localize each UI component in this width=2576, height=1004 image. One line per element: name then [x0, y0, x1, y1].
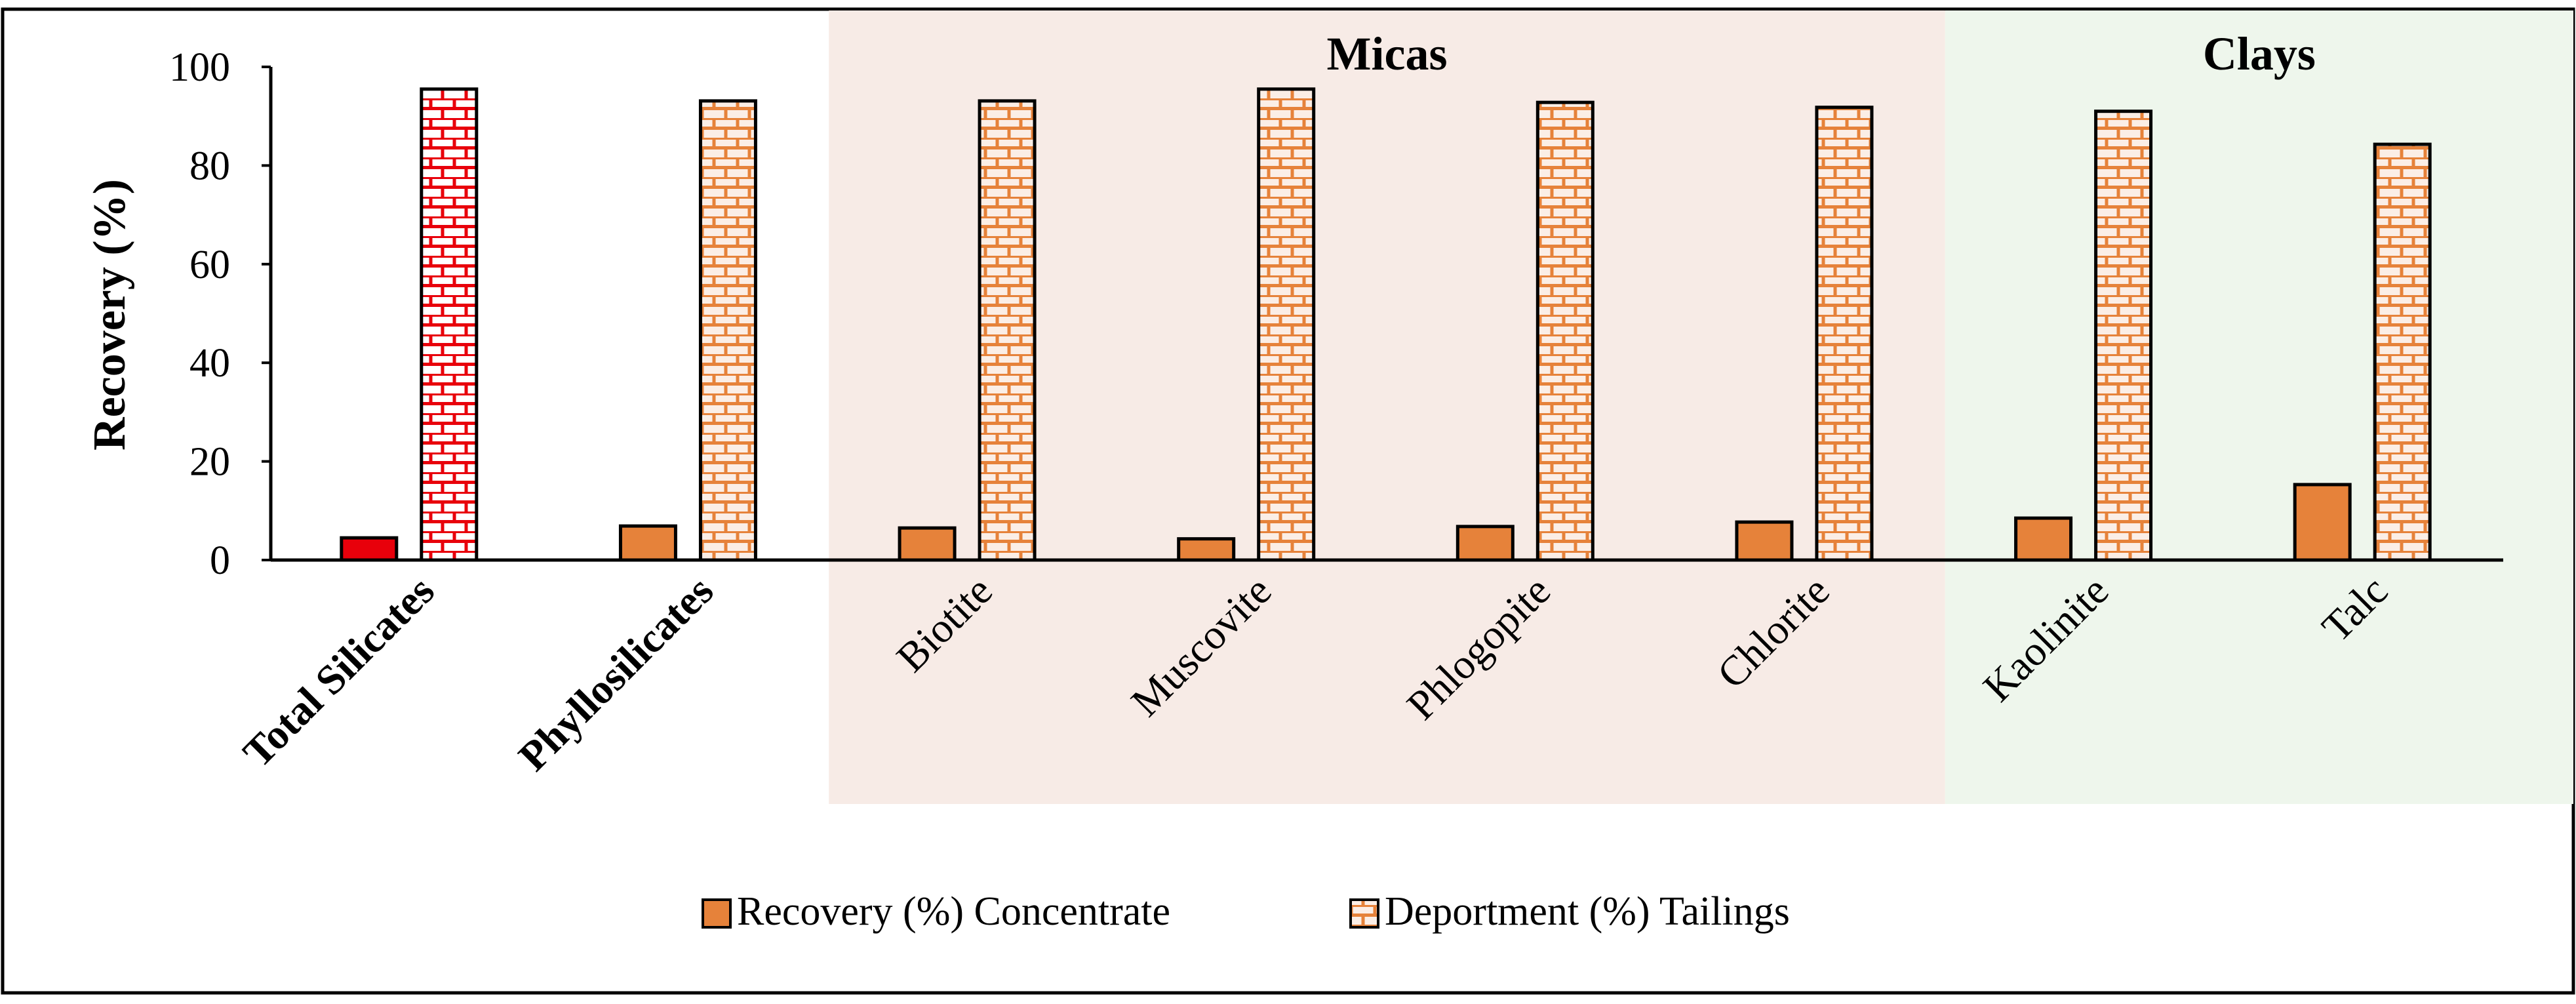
bar-tailings-total-silicates — [420, 87, 479, 562]
bar-tailings-talc — [2373, 142, 2432, 562]
bar-tailings-phyllosilicates — [698, 99, 757, 562]
category-label: Total Silicates — [234, 567, 443, 776]
chart-bars — [340, 87, 2432, 562]
legend-swatch-concentrate — [702, 898, 732, 929]
bar-tailings-kaolinite — [2094, 110, 2153, 562]
region-title-clays: Clays — [2203, 28, 2316, 80]
legend-swatch-tailings — [1349, 898, 1379, 929]
legend-label-tailings: Deportment (%) Tailings — [1385, 889, 1790, 934]
y-tick-label: 60 — [189, 243, 230, 287]
y-tick-label: 40 — [189, 341, 230, 386]
bar-concentrate-chlorite — [1735, 520, 1794, 562]
bar-tailings-phlogopite — [1536, 100, 1595, 562]
region-background-clays — [1945, 10, 2573, 804]
y-tick-label: 0 — [210, 538, 230, 583]
y-tick-label: 100 — [169, 45, 230, 90]
bar-concentrate-phyllosilicates — [618, 524, 677, 562]
bar-tailings-chlorite — [1815, 106, 1874, 562]
category-regions: Micas Clays — [829, 10, 2573, 804]
bar-tailings-muscovite — [1257, 87, 1316, 562]
category-label: Phyllosilicates — [509, 567, 722, 780]
region-title-micas: Micas — [1327, 28, 1448, 80]
legend-label-concentrate: Recovery (%) Concentrate — [737, 889, 1170, 934]
y-tick-label: 20 — [189, 440, 230, 485]
bar-concentrate-talc — [2293, 483, 2352, 562]
bar-concentrate-total-silicates — [340, 536, 399, 562]
legend: Recovery (%) Concentrate Deportment (%) T… — [702, 889, 1790, 934]
bar-tailings-biotite — [978, 99, 1037, 562]
bar-concentrate-biotite — [898, 526, 957, 562]
y-axis-title: Recovery (%) — [85, 179, 135, 451]
y-tick-label: 80 — [189, 144, 230, 188]
bar-concentrate-muscovite — [1177, 537, 1236, 562]
bar-concentrate-kaolinite — [2014, 516, 2073, 562]
bar-concentrate-phlogopite — [1456, 525, 1515, 562]
